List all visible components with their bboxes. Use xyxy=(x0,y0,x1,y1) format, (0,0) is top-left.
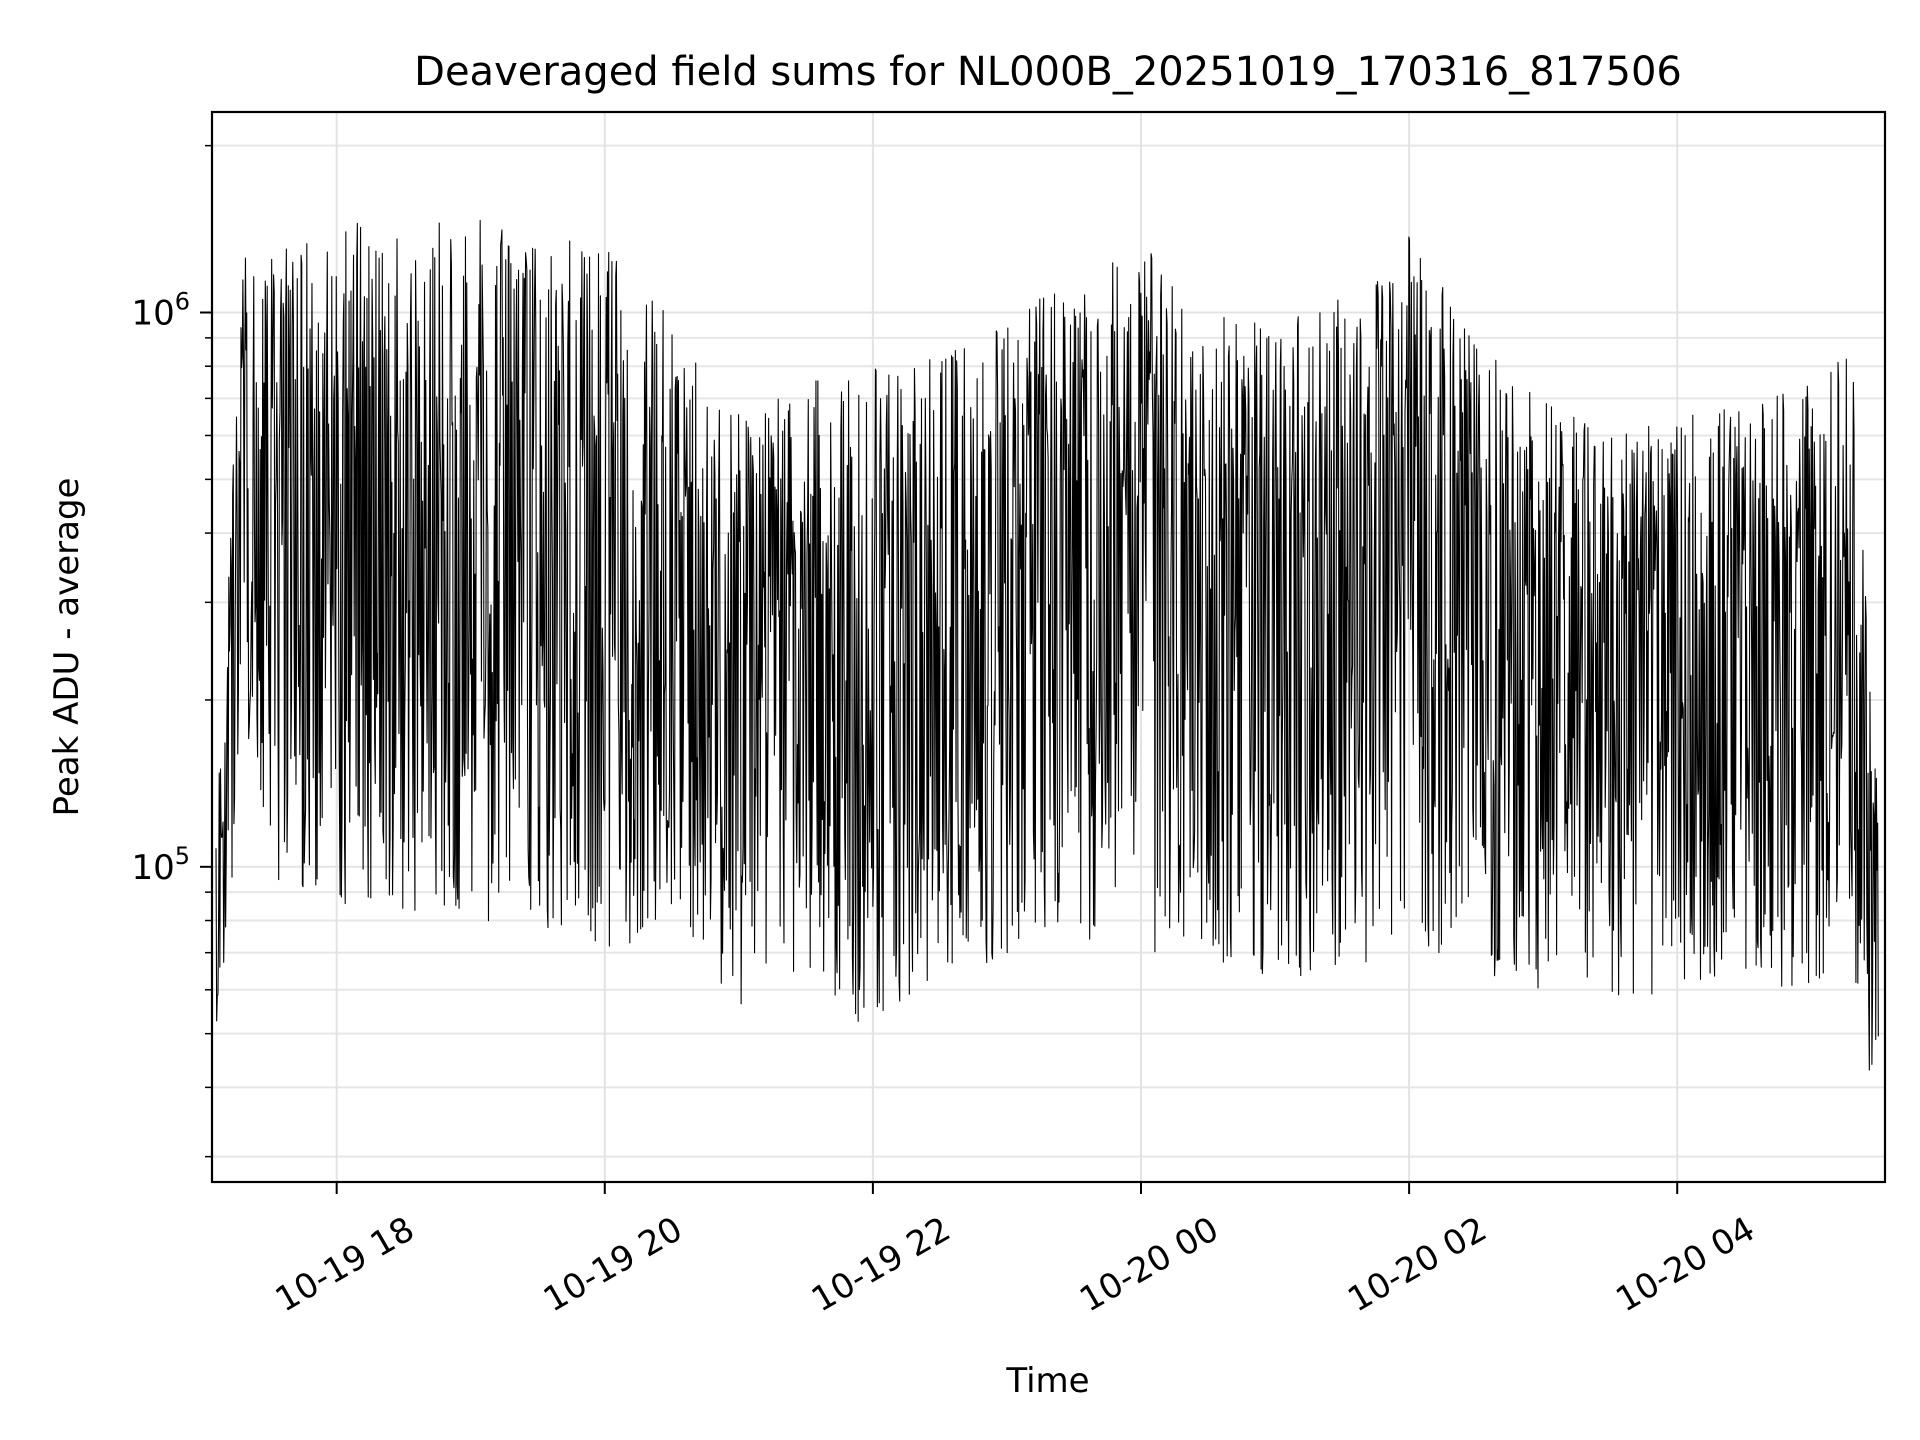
y-axis-label: Peak ADU - average xyxy=(47,478,87,817)
series-line-group xyxy=(215,220,1879,1071)
series-line xyxy=(215,220,1879,1071)
y-tick-label-base: 10 xyxy=(131,848,174,888)
y-tick-label-base: 10 xyxy=(131,294,174,334)
chart-title: Deaveraged field sums for NL000B_2025101… xyxy=(414,49,1682,95)
y-tick-label-exponent: 5 xyxy=(175,842,190,870)
plot-frame xyxy=(210,110,1887,1184)
x-axis-label: Time xyxy=(1005,1361,1089,1401)
y-tick-label: 106 xyxy=(131,288,190,334)
y-tick-label-exponent: 6 xyxy=(175,288,190,316)
y-tick-label: 105 xyxy=(131,842,190,888)
